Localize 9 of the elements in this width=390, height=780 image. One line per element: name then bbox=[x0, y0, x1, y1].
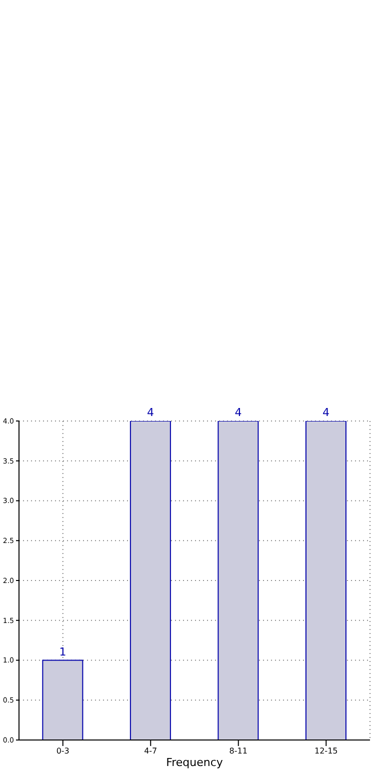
data-label: 4 bbox=[234, 406, 242, 419]
x-tick-label: 8-11 bbox=[229, 746, 248, 756]
data-label: 1 bbox=[59, 645, 66, 658]
x-tick-label: 0-3 bbox=[56, 746, 70, 756]
x-tick-label: 4-7 bbox=[144, 746, 158, 756]
data-label: 4 bbox=[322, 406, 330, 419]
x-axis-title: Frequency bbox=[166, 756, 224, 769]
x-tick-label: 12-15 bbox=[314, 746, 338, 756]
data-label: 4 bbox=[146, 406, 154, 419]
